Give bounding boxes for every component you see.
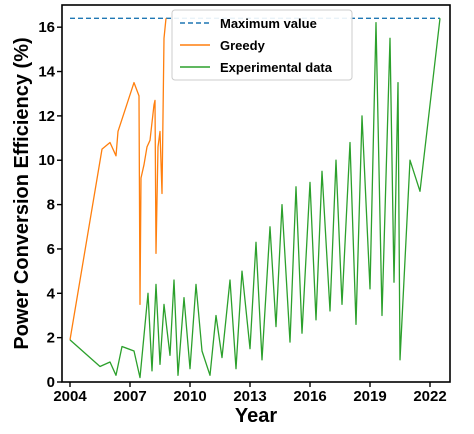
series-line-1 <box>69 18 167 341</box>
x-axis: 2004 2007 2010 2013 2016 2019 2022 <box>53 382 447 405</box>
y-tick-label: 0 <box>47 374 55 391</box>
y-tick-label: 4 <box>47 285 56 302</box>
x-tick-label: 2022 <box>413 388 446 405</box>
legend: Maximum value Greedy Experimental data <box>171 9 353 81</box>
plot-frame <box>61 4 451 383</box>
y-axis: 0 2 4 6 8 10 12 14 16 <box>38 19 62 391</box>
y-tick-label: 6 <box>47 241 55 258</box>
x-tick-label: 2016 <box>293 388 326 405</box>
x-tick-label: 2004 <box>53 388 87 405</box>
y-tick-label: 14 <box>38 64 55 81</box>
y-tick-label: 16 <box>38 19 55 36</box>
y-tick-label: 8 <box>47 197 55 214</box>
legend-box <box>171 9 353 81</box>
x-tick-label: 2019 <box>353 388 386 405</box>
y-tick-label: 10 <box>38 152 55 169</box>
y-tick-label: 2 <box>47 330 55 347</box>
x-tick-label: 2013 <box>233 388 266 405</box>
legend-label-1: Greedy <box>220 38 266 53</box>
y-tick-label: 12 <box>38 108 55 125</box>
series-line-2 <box>69 18 441 379</box>
x-tick-label: 2007 <box>113 388 146 405</box>
x-tick-label: 2010 <box>173 388 206 405</box>
x-axis-title: Year <box>235 405 277 427</box>
y-axis-title: Power Conversion Efficiency (%) <box>11 37 33 349</box>
legend-label-0: Maximum value <box>220 16 317 31</box>
legend-label-2: Experimental data <box>220 60 333 75</box>
